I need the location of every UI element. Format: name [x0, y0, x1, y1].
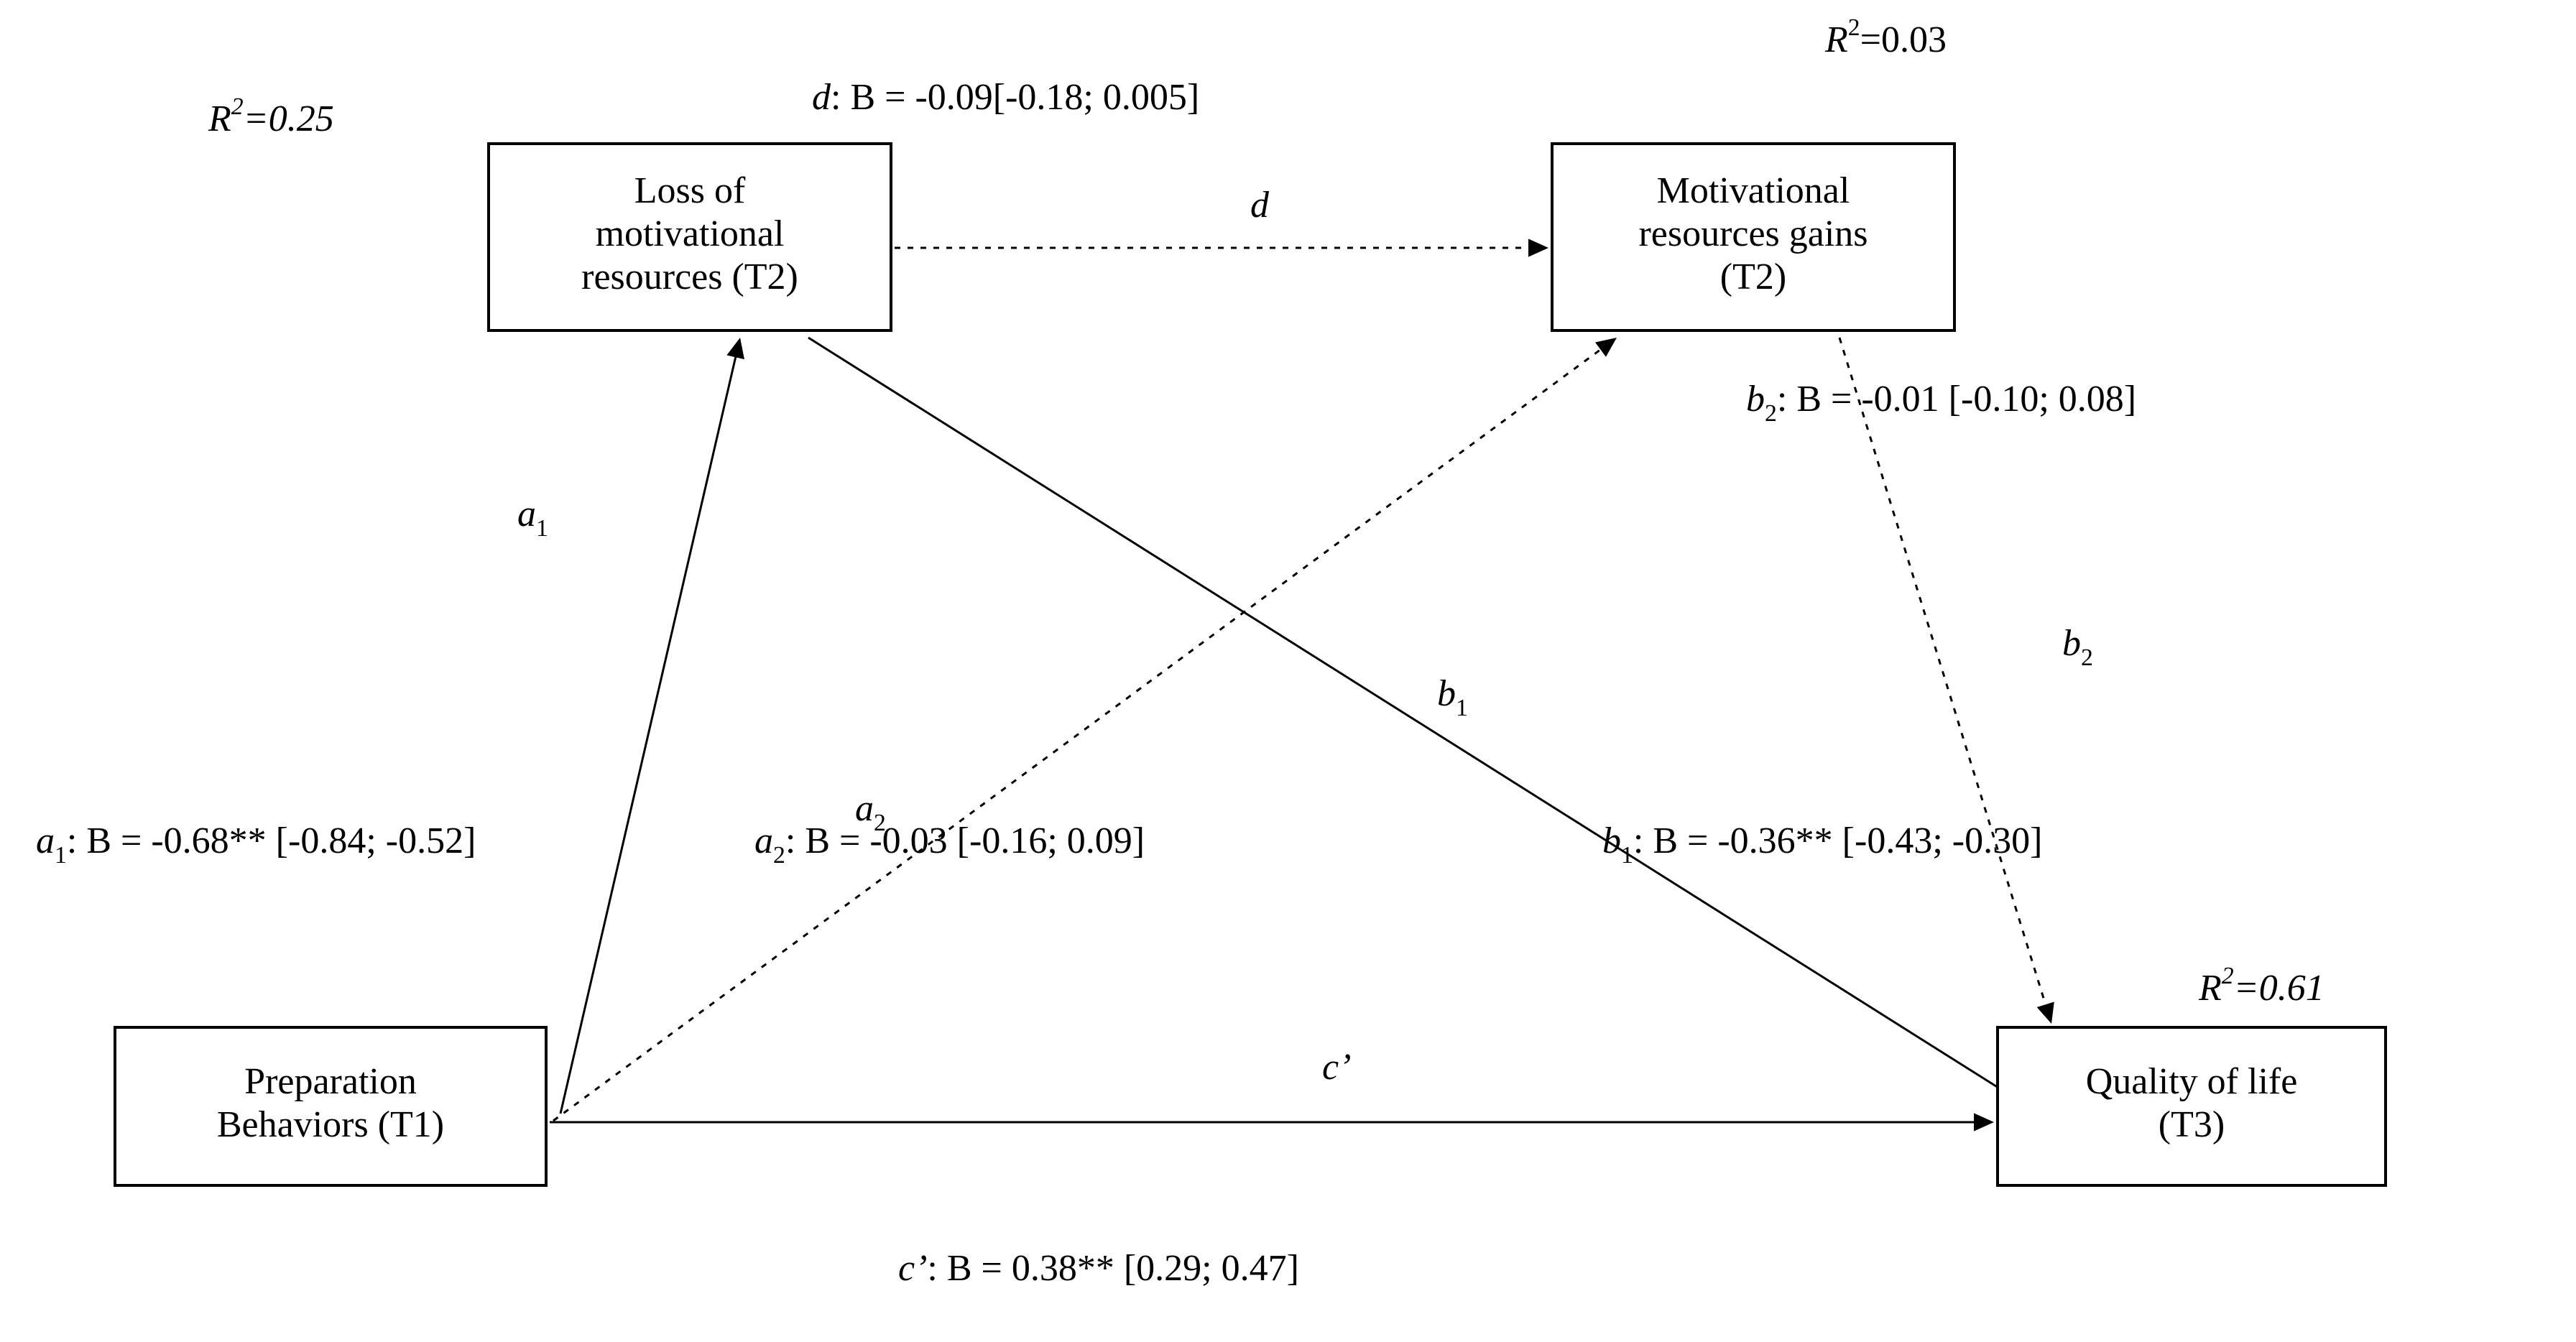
node-prep: PreparationBehaviors (T1): [115, 1027, 546, 1185]
path-letter-d: d: [1250, 185, 1270, 226]
rsq-loss: R2=0.25: [208, 93, 334, 139]
node-prep-line-0: Preparation: [244, 1061, 417, 1102]
path-letter-b1: b1: [1437, 673, 1468, 721]
node-loss-line-0: Loss of: [634, 170, 746, 211]
edge-d: [895, 239, 1548, 256]
node-loss: Loss ofmotivationalresources (T2): [489, 144, 891, 330]
edge-b1: [808, 338, 2037, 1112]
coef-b1: b1: B = -0.36** [-0.43; -0.30]: [1602, 820, 2042, 869]
node-qol-line-0: Quality of life: [2086, 1061, 2298, 1102]
node-qol: Quality of life(T3): [1998, 1027, 2386, 1185]
node-prep-line-1: Behaviors (T1): [217, 1104, 444, 1145]
node-loss-line-1: motivational: [596, 213, 785, 254]
node-gains-line-0: Motivational: [1657, 170, 1850, 211]
node-qol-line-1: (T3): [2159, 1104, 2225, 1145]
path-letter-b2: b2: [2062, 623, 2093, 671]
node-gains-line-1: resources gains: [1638, 213, 1868, 254]
coef-b2: b2: B = -0.01 [-0.10; 0.08]: [1746, 379, 2136, 427]
rsq-qol: R2=0.61: [2198, 963, 2325, 1009]
node-loss-line-2: resources (T2): [581, 256, 798, 297]
edge-cprime: [550, 1113, 1994, 1131]
edge-b2: [1839, 338, 2054, 1024]
rsq-gains: R2=0.03: [1824, 14, 1947, 60]
node-gains-line-2: (T2): [1720, 256, 1786, 297]
path-letter-a1: a1: [517, 494, 548, 542]
coef-a1: a1: B = -0.68** [-0.84; -0.52]: [36, 820, 476, 869]
node-gains: Motivationalresources gains(T2): [1552, 144, 1954, 330]
path-letter-c: c’: [1322, 1047, 1351, 1088]
coef-c: c’: B = 0.38** [0.29; 0.47]: [898, 1248, 1299, 1289]
edge-a1: [560, 338, 744, 1114]
coef-d: d: B = -0.09[-0.18; 0.005]: [812, 77, 1199, 118]
coef-a2: a2: B = -0.03 [-0.16; 0.09]: [754, 820, 1145, 869]
